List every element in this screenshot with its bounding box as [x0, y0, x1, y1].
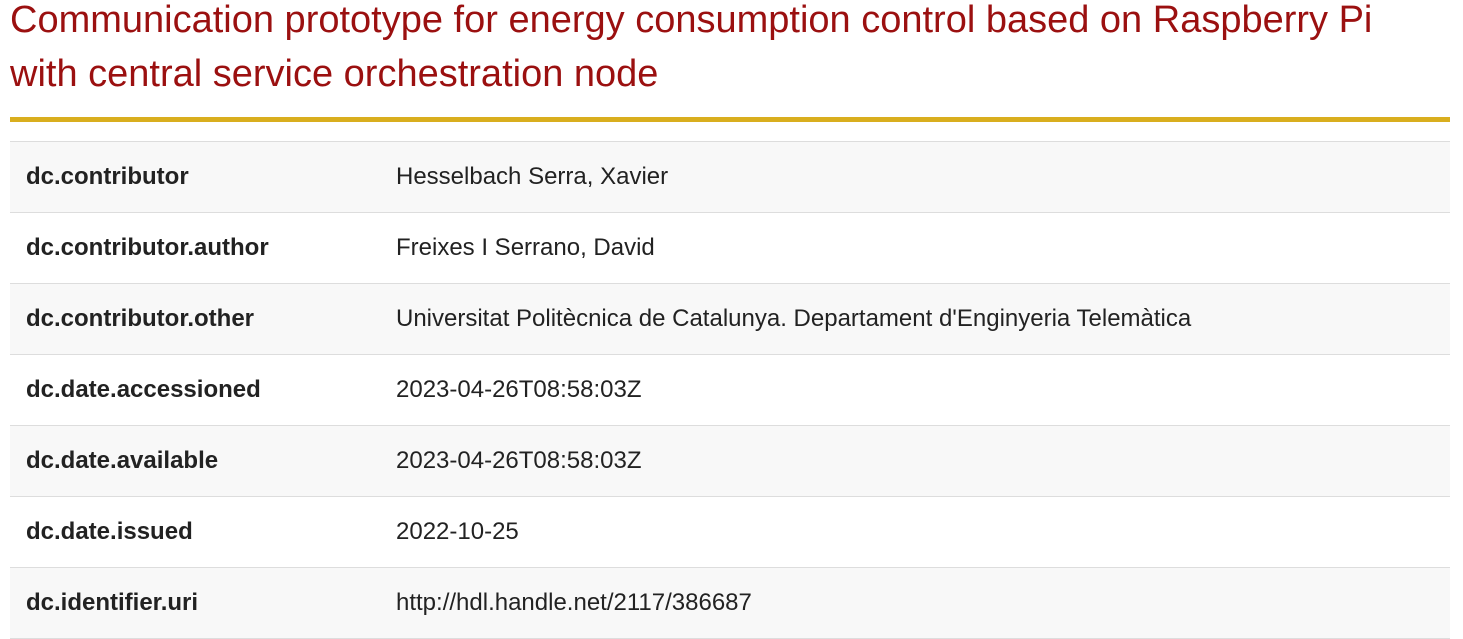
item-page: Communication prototype for energy consu… [10, 0, 1450, 639]
table-row: dc.contributor.other Universitat Politèc… [10, 283, 1450, 355]
metadata-field-label: dc.date.available [10, 425, 380, 497]
metadata-field-label: dc.identifier.uri [10, 567, 380, 639]
metadata-field-value: Freixes I Serrano, David [380, 212, 1450, 284]
metadata-field-label: dc.date.issued [10, 496, 380, 568]
table-row: dc.contributor Hesselbach Serra, Xavier [10, 141, 1450, 213]
metadata-field-label: dc.contributor.other [10, 283, 380, 355]
table-row: dc.identifier.uri http://hdl.handle.net/… [10, 567, 1450, 639]
metadata-field-value: 2023-04-26T08:58:03Z [380, 425, 1450, 497]
metadata-field-value: http://hdl.handle.net/2117/386687 [380, 567, 1450, 639]
table-row: dc.date.accessioned 2023-04-26T08:58:03Z [10, 354, 1450, 426]
table-row: dc.contributor.author Freixes I Serrano,… [10, 212, 1450, 284]
title-divider [10, 117, 1450, 122]
page-title: Communication prototype for energy consu… [10, 0, 1373, 95]
metadata-field-value: Hesselbach Serra, Xavier [380, 141, 1450, 213]
metadata-field-value: 2022-10-25 [380, 496, 1450, 568]
table-row: dc.date.available 2023-04-26T08:58:03Z [10, 425, 1450, 497]
metadata-field-value: Universitat Politècnica de Catalunya. De… [380, 283, 1450, 355]
table-row: dc.date.issued 2022-10-25 [10, 496, 1450, 568]
metadata-field-label: dc.contributor.author [10, 212, 380, 284]
metadata-field-value: 2023-04-26T08:58:03Z [380, 354, 1450, 426]
metadata-field-label: dc.date.accessioned [10, 354, 380, 426]
metadata-table: dc.contributor Hesselbach Serra, Xavier … [10, 141, 1450, 639]
metadata-field-label: dc.contributor [10, 141, 380, 213]
